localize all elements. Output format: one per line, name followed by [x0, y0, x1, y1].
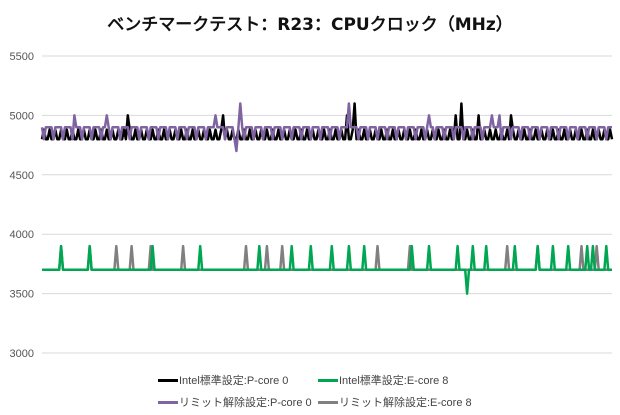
series-line-2 — [40, 102, 612, 153]
legend-swatch — [158, 378, 178, 382]
legend-swatch — [318, 400, 338, 404]
y-tick-label: 5500 — [10, 51, 34, 63]
legend-swatch — [318, 378, 338, 382]
y-tick-label: 5000 — [10, 110, 34, 122]
legend-item-0: Intel標準設定:P-core 0 — [158, 372, 288, 388]
legend-label: Intel標準設定:E-core 8 — [339, 375, 449, 387]
series-line-1 — [42, 244, 612, 295]
y-tick-label: 3000 — [10, 348, 34, 360]
y-tick-label: 3500 — [10, 289, 34, 301]
legend-label: Intel標準設定:P-core 0 — [179, 375, 289, 387]
y-tick-label: 4000 — [10, 229, 34, 241]
legend-swatch — [158, 400, 178, 404]
legend-label: リミット解除設定:E-core 8 — [339, 397, 472, 409]
y-tick-label: 4500 — [10, 170, 34, 182]
chart-title: ベンチマークテスト：R23：CPUクロック（MHz） — [107, 15, 513, 35]
legend-item-1: Intel標準設定:E-core 8 — [318, 372, 448, 388]
legend-item-3: リミット解除設定:E-core 8 — [318, 394, 472, 410]
series-line-3 — [42, 244, 612, 272]
legend-label: リミット解除設定:P-core 0 — [179, 397, 312, 409]
series-line-0 — [40, 102, 614, 141]
legend-item-2: リミット解除設定:P-core 0 — [158, 394, 312, 410]
